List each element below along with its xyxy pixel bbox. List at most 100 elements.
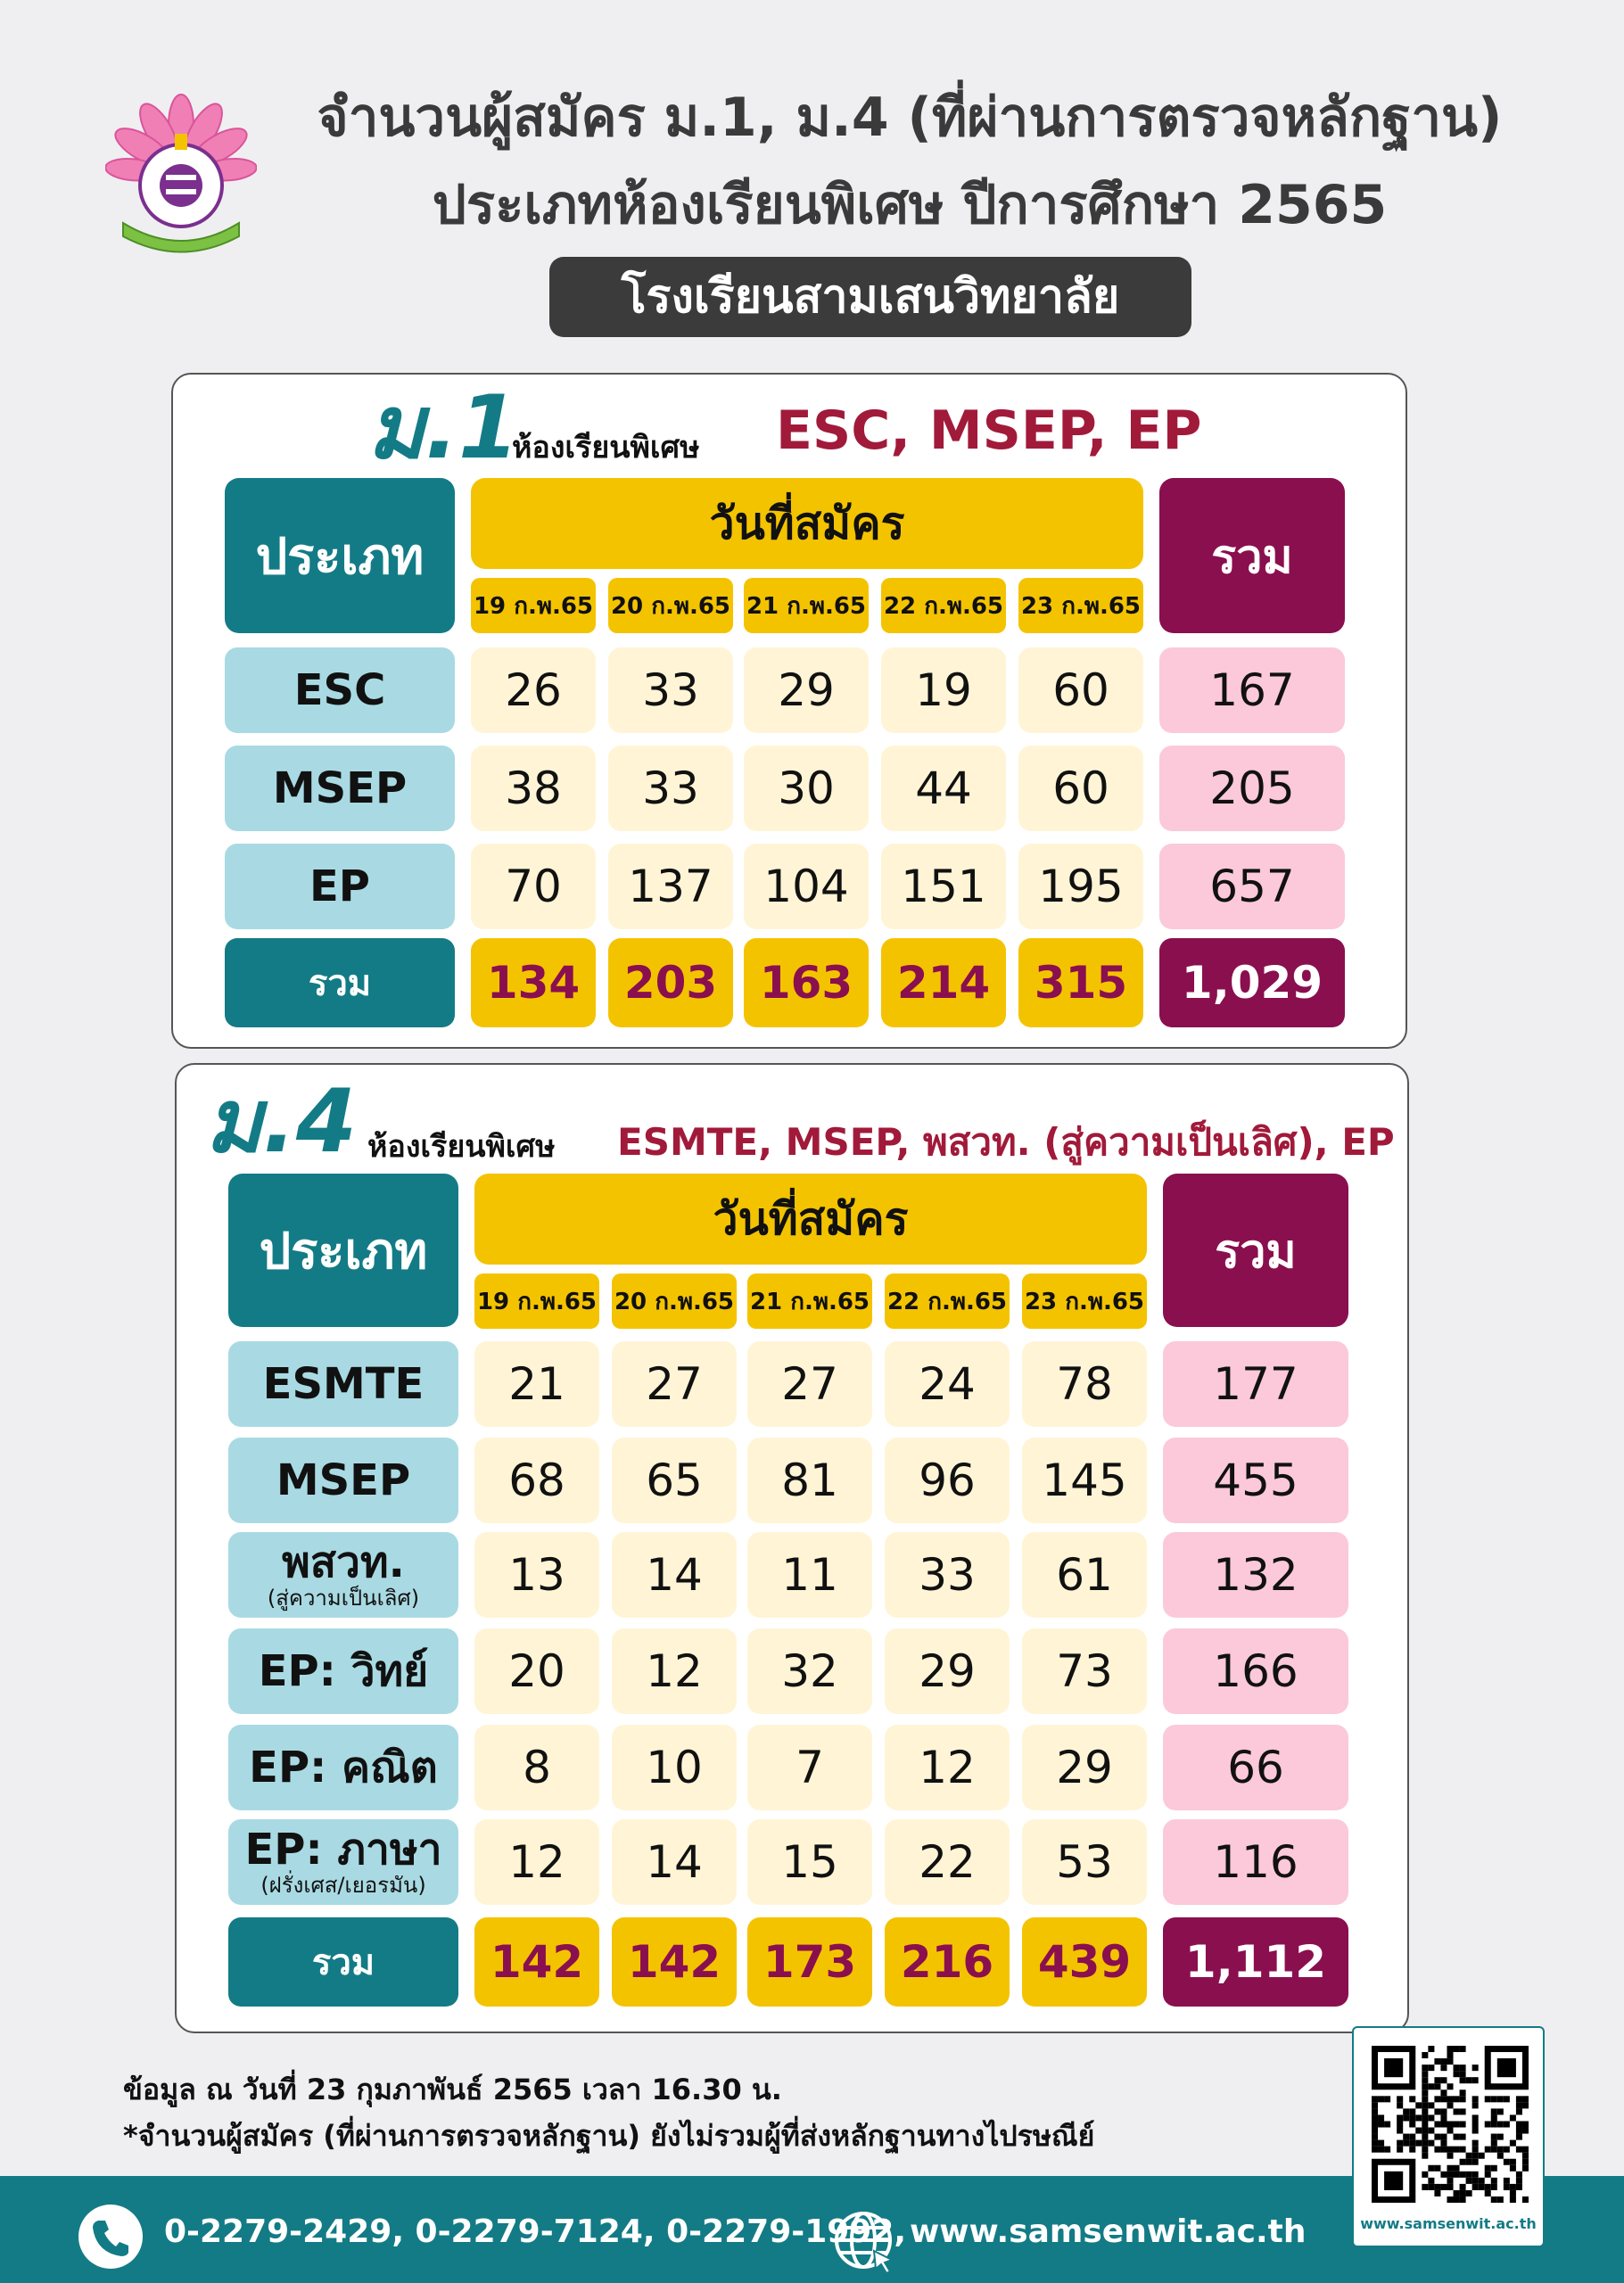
- value-cell: 26: [471, 647, 596, 733]
- value-cell: 10: [612, 1725, 737, 1810]
- value-cell: 145: [1022, 1438, 1147, 1523]
- value-cell: 65: [612, 1438, 737, 1523]
- page-title-line1: จำนวนผู้สมัคร ม.1, ม.4 (ที่ผ่านการตรวจหล…: [317, 87, 1503, 149]
- value-cell: 96: [885, 1438, 1010, 1523]
- header-total: รวม: [1159, 478, 1345, 633]
- date-chip: 23 ก.พ.65: [1022, 1273, 1147, 1329]
- value-cell: 22: [885, 1819, 1010, 1905]
- date-chip: 20 ก.พ.65: [608, 578, 733, 633]
- row-total-cell: 657: [1159, 844, 1345, 929]
- row-label: EP: [225, 844, 455, 929]
- row-total-cell: 66: [1163, 1725, 1348, 1810]
- value-cell: 29: [744, 647, 869, 733]
- value-cell: 195: [1018, 844, 1143, 929]
- date-chip: 23 ก.พ.65: [1018, 578, 1143, 633]
- value-cell: 151: [881, 844, 1006, 929]
- row-total-cell: 132: [1163, 1532, 1348, 1618]
- qr-code-box[interactable]: www.samsenwit.ac.th: [1352, 2026, 1545, 2247]
- value-cell: 33: [608, 746, 733, 831]
- row-label: ESMTE: [228, 1341, 458, 1427]
- row-total-cell: 205: [1159, 746, 1345, 831]
- row-label-subtext: (สู่ความเป็นเลิศ): [267, 1586, 420, 1611]
- school-name-badge: โรงเรียนสามเสนวิทยาลัย: [549, 257, 1191, 337]
- value-cell: 60: [1018, 647, 1143, 733]
- value-cell: 24: [885, 1341, 1010, 1427]
- header-date: วันที่สมัคร: [471, 478, 1143, 569]
- row-total-cell: 177: [1163, 1341, 1348, 1427]
- grand-total-cell: 1,112: [1163, 1917, 1348, 2007]
- value-cell: 81: [747, 1438, 872, 1523]
- header-type: ประเภท: [228, 1174, 458, 1327]
- header-date: วันที่สมัคร: [474, 1174, 1147, 1265]
- column-total-cell: 142: [612, 1917, 737, 2007]
- date-chip: 22 ก.พ.65: [881, 578, 1006, 633]
- value-cell: 13: [474, 1532, 599, 1618]
- row-label-text: EP: ภาษา: [244, 1825, 442, 1875]
- value-cell: 29: [1022, 1725, 1147, 1810]
- total-row-label: รวม: [225, 938, 455, 1027]
- total-row-label: รวม: [228, 1917, 458, 2007]
- row-label-text: ESMTE: [262, 1359, 425, 1409]
- date-chip: 21 ก.พ.65: [744, 578, 869, 633]
- phone-icon: [78, 2205, 143, 2269]
- value-cell: 12: [612, 1628, 737, 1714]
- row-label-text: ESC: [293, 665, 386, 715]
- value-cell: 7: [747, 1725, 872, 1810]
- value-cell: 78: [1022, 1341, 1147, 1427]
- value-cell: 44: [881, 746, 1006, 831]
- m1-level-label: ม.1: [367, 377, 520, 479]
- value-cell: 19: [881, 647, 1006, 733]
- row-label-text: EP: วิทย์: [258, 1646, 429, 1696]
- value-cell: 61: [1022, 1532, 1147, 1618]
- value-cell: 27: [747, 1341, 872, 1427]
- page-title-line2: ประเภทห้องเรียนพิเศษ ปีการศึกษา 2565: [432, 174, 1388, 236]
- grand-total-cell: 1,029: [1159, 938, 1345, 1027]
- school-logo: [105, 94, 257, 253]
- data-as-of-note: ข้อมูล ณ วันที่ 23 กุมภาพันธ์ 2565 เวลา …: [123, 2073, 782, 2106]
- value-cell: 33: [885, 1532, 1010, 1618]
- row-label: EP: ภาษา (ฝรั่งเศส/เยอรมัน): [228, 1819, 458, 1905]
- m4-subtitle: ห้องเรียนพิเศษ: [367, 1129, 556, 1165]
- value-cell: 14: [612, 1819, 737, 1905]
- row-label: EP: คณิต: [228, 1725, 458, 1810]
- phone-numbers[interactable]: 0-2279-2429, 0-2279-7124, 0-2279-1992,: [164, 2213, 907, 2250]
- value-cell: 32: [747, 1628, 872, 1714]
- value-cell: 8: [474, 1725, 599, 1810]
- value-cell: 104: [744, 844, 869, 929]
- row-label-text: MSEP: [272, 763, 408, 813]
- column-total-cell: 173: [747, 1917, 872, 2007]
- date-chip: 19 ก.พ.65: [474, 1273, 599, 1329]
- m4-level-label: ม.4: [205, 1071, 358, 1173]
- date-chip: 22 ก.พ.65: [885, 1273, 1010, 1329]
- row-label-subtext: (ฝรั่งเศส/เยอรมัน): [260, 1873, 426, 1898]
- row-total-cell: 455: [1163, 1438, 1348, 1523]
- value-cell: 15: [747, 1819, 872, 1905]
- row-total-cell: 116: [1163, 1819, 1348, 1905]
- header-type: ประเภท: [225, 478, 455, 633]
- row-total-cell: 166: [1163, 1628, 1348, 1714]
- column-total-cell: 439: [1022, 1917, 1147, 2007]
- header-total: รวม: [1163, 1174, 1348, 1327]
- row-total-cell: 167: [1159, 647, 1345, 733]
- footnote: *จำนวนผู้สมัคร (ที่ผ่านการตรวจหลักฐาน) ย…: [123, 2119, 1095, 2153]
- value-cell: 11: [747, 1532, 872, 1618]
- row-label-text: พสวท.: [282, 1537, 405, 1587]
- date-chip: 20 ก.พ.65: [612, 1273, 737, 1329]
- value-cell: 27: [612, 1341, 737, 1427]
- column-total-cell: 142: [474, 1917, 599, 2007]
- qr-caption: www.samsenwit.ac.th: [1360, 2215, 1537, 2232]
- qr-code[interactable]: [1372, 2046, 1529, 2203]
- column-total-cell: 203: [608, 938, 733, 1027]
- value-cell: 29: [885, 1628, 1010, 1714]
- m1-programs: ESC, MSEP, EP: [776, 400, 1202, 462]
- value-cell: 68: [474, 1438, 599, 1523]
- column-total-cell: 315: [1018, 938, 1143, 1027]
- row-label-text: EP: [309, 861, 370, 911]
- website-link[interactable]: www.samsenwit.ac.th: [910, 2213, 1307, 2250]
- globe-icon: [835, 2212, 894, 2275]
- value-cell: 14: [612, 1532, 737, 1618]
- value-cell: 12: [474, 1819, 599, 1905]
- m1-subtitle: ห้องเรียนพิเศษ: [512, 430, 700, 466]
- value-cell: 21: [474, 1341, 599, 1427]
- row-label: EP: วิทย์: [228, 1628, 458, 1714]
